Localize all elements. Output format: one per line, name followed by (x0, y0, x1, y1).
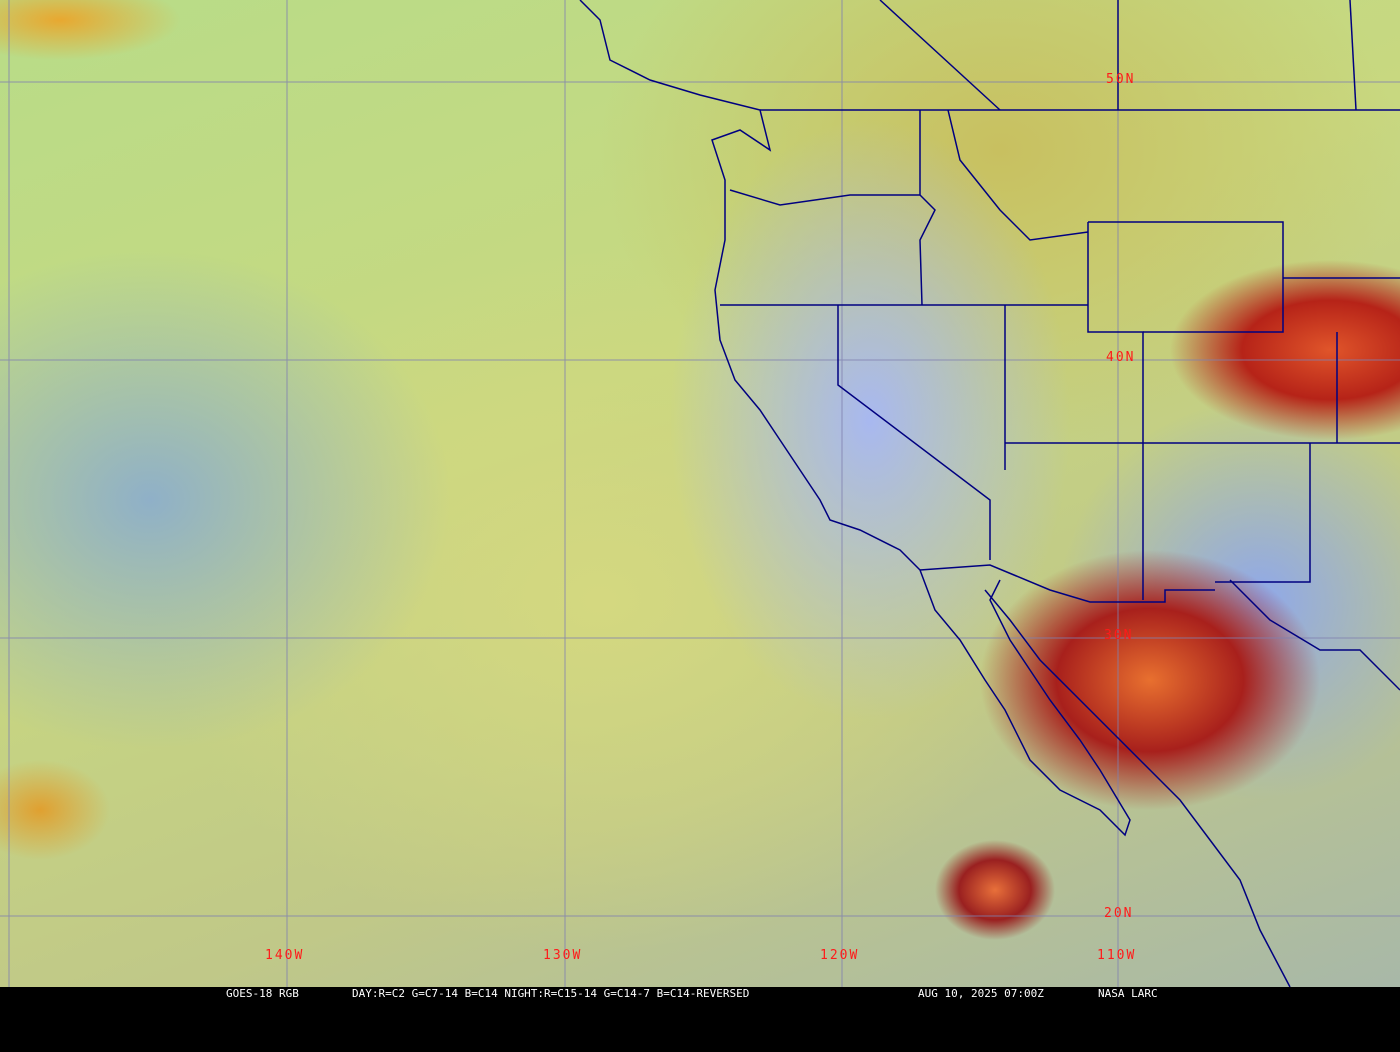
lon-label-120w: 120W (820, 948, 860, 963)
sask-manitoba (1349, 0, 1357, 111)
west-coast-coastline (579, 0, 1131, 837)
arizona-mexico-border (919, 564, 1215, 603)
montana-wyoming (947, 109, 1089, 241)
lon-label-130w: 130W (543, 948, 583, 963)
caption-bar: GOES-18 RGB DAY:R=C2 G=C7-14 B=C14 NIGHT… (0, 987, 1400, 1000)
nevada-california-border (837, 305, 991, 560)
washington-oregon-border (729, 189, 920, 206)
caption-satellite: GOES-18 RGB (226, 987, 299, 1000)
map-overlay (0, 0, 1400, 987)
mexico-mainland-coastline (984, 589, 1291, 987)
satellite-image: 50N 40N 30N 20N 140W 130W 120W 110W (0, 0, 1400, 987)
lat-label-20n: 20N (1104, 906, 1134, 921)
utah-box (1087, 222, 1144, 600)
lat-label-50n: 50N (1106, 72, 1136, 87)
lat-label-40n: 40N (1106, 350, 1136, 365)
lon-label-140w: 140W (265, 948, 305, 963)
coastlines (579, 0, 1400, 987)
canada-provinces (879, 0, 1001, 111)
wyoming-colorado (1088, 221, 1284, 333)
caption-source: NASA LARC (1098, 987, 1158, 1000)
state-borders (720, 0, 1400, 603)
gulf-coast-coastline (1229, 579, 1400, 691)
idaho-border (919, 110, 936, 306)
caption-recipe: DAY:R=C2 G=C7-14 B=C14 NIGHT:R=C15-14 G=… (352, 987, 750, 1000)
lat-lon-grid (0, 0, 1400, 987)
new-mexico-border (1215, 443, 1311, 583)
lat-label-30n: 30N (1104, 628, 1134, 643)
lon-label-110w: 110W (1097, 948, 1137, 963)
caption-datetime: AUG 10, 2025 07:00Z (918, 987, 1044, 1000)
